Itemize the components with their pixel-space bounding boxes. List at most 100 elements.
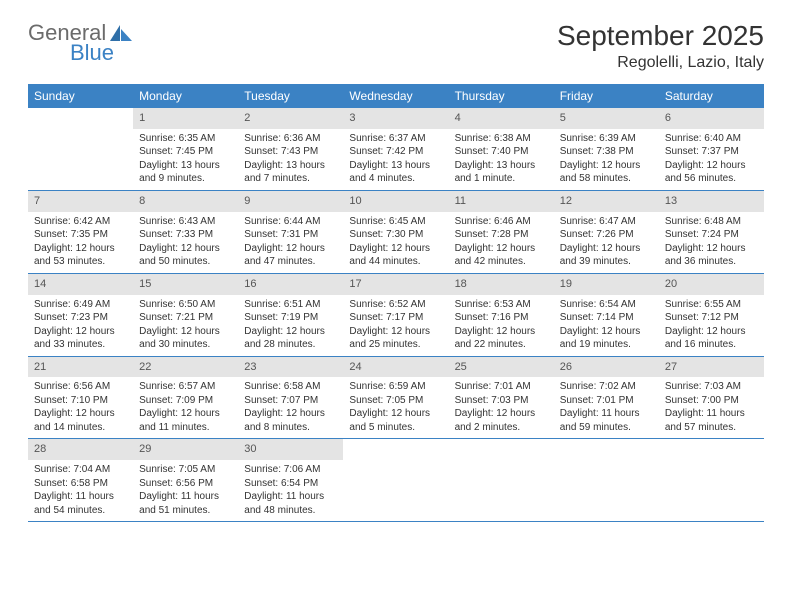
day-cell: 28Sunrise: 7:04 AMSunset: 6:58 PMDayligh… <box>28 439 133 522</box>
day-number: 4 <box>449 108 554 129</box>
daylight: Daylight: 12 hours and 19 minutes. <box>560 325 653 352</box>
day-body: Sunrise: 7:04 AMSunset: 6:58 PMDaylight:… <box>28 460 133 521</box>
col-wednesday: Wednesday <box>343 84 448 108</box>
sunset: Sunset: 7:19 PM <box>244 311 337 325</box>
day-number: 6 <box>659 108 764 129</box>
day-cell: 27 Sunrise: 7:03 AMSunset: 7:00 PMDayligh… <box>659 356 764 439</box>
day-body: Sunrise: 6:55 AMSunset: 7:12 PMDaylight:… <box>659 295 764 356</box>
day-body: Sunrise: 6:47 AMSunset: 7:26 PMDaylight:… <box>554 212 659 273</box>
day-cell: 18Sunrise: 6:53 AMSunset: 7:16 PMDayligh… <box>449 273 554 356</box>
sunrise: Sunrise: 7:01 AM <box>455 380 548 394</box>
sunset: Sunset: 7:00 PM <box>665 394 758 408</box>
day-number: 30 <box>238 439 343 460</box>
sunset: Sunset: 7:21 PM <box>139 311 232 325</box>
daylight: Daylight: 12 hours and 25 minutes. <box>349 325 442 352</box>
day-number: 13 <box>659 191 764 212</box>
day-body: Sunrise: 6:39 AMSunset: 7:38 PMDaylight:… <box>554 129 659 190</box>
sunset: Sunset: 7:45 PM <box>139 145 232 159</box>
day-body: Sunrise: 6:57 AMSunset: 7:09 PMDaylight:… <box>133 377 238 438</box>
table-row: 14Sunrise: 6:49 AMSunset: 7:23 PMDayligh… <box>28 273 764 356</box>
day-body: Sunrise: 6:54 AMSunset: 7:14 PMDaylight:… <box>554 295 659 356</box>
sunset: Sunset: 7:14 PM <box>560 311 653 325</box>
daylight: Daylight: 11 hours and 51 minutes. <box>139 490 232 517</box>
day-number: 24 <box>343 357 448 378</box>
daylight: Daylight: 11 hours and 59 minutes. <box>560 407 653 434</box>
day-cell <box>343 439 448 522</box>
day-number: 20 <box>659 274 764 295</box>
day-cell: 30Sunrise: 7:06 AMSunset: 6:54 PMDayligh… <box>238 439 343 522</box>
day-body: Sunrise: 7:05 AMSunset: 6:56 PMDaylight:… <box>133 460 238 521</box>
sunset: Sunset: 7:40 PM <box>455 145 548 159</box>
day-body: Sunrise: 6:59 AMSunset: 7:05 PMDaylight:… <box>343 377 448 438</box>
day-body: Sunrise: 6:37 AMSunset: 7:42 PMDaylight:… <box>343 129 448 190</box>
sunrise: Sunrise: 7:05 AM <box>139 463 232 477</box>
col-monday: Monday <box>133 84 238 108</box>
sunset: Sunset: 7:31 PM <box>244 228 337 242</box>
sunrise: Sunrise: 7:06 AM <box>244 463 337 477</box>
day-cell: 2Sunrise: 6:36 AMSunset: 7:43 PMDaylight… <box>238 108 343 190</box>
daylight: Daylight: 13 hours and 4 minutes. <box>349 159 442 186</box>
daylight: Daylight: 12 hours and 30 minutes. <box>139 325 232 352</box>
day-number: 25 <box>449 357 554 378</box>
sunrise: Sunrise: 7:03 AM <box>665 380 758 394</box>
sunset: Sunset: 7:38 PM <box>560 145 653 159</box>
logo: General Blue <box>28 20 132 66</box>
sunrise: Sunrise: 6:59 AM <box>349 380 442 394</box>
day-number: 9 <box>238 191 343 212</box>
sunset: Sunset: 7:09 PM <box>139 394 232 408</box>
col-saturday: Saturday <box>659 84 764 108</box>
day-cell: 5Sunrise: 6:39 AMSunset: 7:38 PMDaylight… <box>554 108 659 190</box>
day-number: 15 <box>133 274 238 295</box>
header-row: Sunday Monday Tuesday Wednesday Thursday… <box>28 84 764 108</box>
sunset: Sunset: 7:23 PM <box>34 311 127 325</box>
day-body: Sunrise: 6:51 AMSunset: 7:19 PMDaylight:… <box>238 295 343 356</box>
day-cell: 22Sunrise: 6:57 AMSunset: 7:09 PMDayligh… <box>133 356 238 439</box>
daylight: Daylight: 12 hours and 44 minutes. <box>349 242 442 269</box>
sunset: Sunset: 7:26 PM <box>560 228 653 242</box>
day-number: 12 <box>554 191 659 212</box>
daylight: Daylight: 12 hours and 8 minutes. <box>244 407 337 434</box>
day-body: Sunrise: 6:42 AMSunset: 7:35 PMDaylight:… <box>28 212 133 273</box>
sunset: Sunset: 7:33 PM <box>139 228 232 242</box>
table-row: 1Sunrise: 6:35 AMSunset: 7:45 PMDaylight… <box>28 108 764 190</box>
day-cell: 25Sunrise: 7:01 AMSunset: 7:03 PMDayligh… <box>449 356 554 439</box>
day-number: 5 <box>554 108 659 129</box>
sunrise: Sunrise: 6:52 AM <box>349 298 442 312</box>
day-body: Sunrise: 6:49 AMSunset: 7:23 PMDaylight:… <box>28 295 133 356</box>
sunset: Sunset: 6:58 PM <box>34 477 127 491</box>
day-cell: 14Sunrise: 6:49 AMSunset: 7:23 PMDayligh… <box>28 273 133 356</box>
location-label: Regolelli, Lazio, Italy <box>557 54 764 72</box>
day-body: Sunrise: 6:43 AMSunset: 7:33 PMDaylight:… <box>133 212 238 273</box>
sunrise: Sunrise: 6:49 AM <box>34 298 127 312</box>
day-number: 17 <box>343 274 448 295</box>
day-cell: 17Sunrise: 6:52 AMSunset: 7:17 PMDayligh… <box>343 273 448 356</box>
day-cell: 9Sunrise: 6:44 AMSunset: 7:31 PMDaylight… <box>238 190 343 273</box>
table-row: 21Sunrise: 6:56 AMSunset: 7:10 PMDayligh… <box>28 356 764 439</box>
day-number: 27 <box>659 357 764 378</box>
day-body: Sunrise: 6:45 AMSunset: 7:30 PMDaylight:… <box>343 212 448 273</box>
day-cell: 24Sunrise: 6:59 AMSunset: 7:05 PMDayligh… <box>343 356 448 439</box>
col-friday: Friday <box>554 84 659 108</box>
daylight: Daylight: 12 hours and 14 minutes. <box>34 407 127 434</box>
day-number: 29 <box>133 439 238 460</box>
day-number: 26 <box>554 357 659 378</box>
day-cell: 23Sunrise: 6:58 AMSunset: 7:07 PMDayligh… <box>238 356 343 439</box>
col-thursday: Thursday <box>449 84 554 108</box>
day-cell: 20Sunrise: 6:55 AMSunset: 7:12 PMDayligh… <box>659 273 764 356</box>
day-cell: 8Sunrise: 6:43 AMSunset: 7:33 PMDaylight… <box>133 190 238 273</box>
daylight: Daylight: 11 hours and 54 minutes. <box>34 490 127 517</box>
daylight: Daylight: 12 hours and 47 minutes. <box>244 242 337 269</box>
day-number: 8 <box>133 191 238 212</box>
day-cell: 26Sunrise: 7:02 AMSunset: 7:01 PMDayligh… <box>554 356 659 439</box>
daylight: Daylight: 12 hours and 42 minutes. <box>455 242 548 269</box>
daylight: Daylight: 12 hours and 56 minutes. <box>665 159 758 186</box>
day-number: 7 <box>28 191 133 212</box>
daylight: Daylight: 11 hours and 57 minutes. <box>665 407 758 434</box>
title-block: September 2025 Regolelli, Lazio, Italy <box>557 20 764 72</box>
day-cell: 29Sunrise: 7:05 AMSunset: 6:56 PMDayligh… <box>133 439 238 522</box>
sunrise: Sunrise: 6:57 AM <box>139 380 232 394</box>
day-number: 23 <box>238 357 343 378</box>
sunrise: Sunrise: 6:48 AM <box>665 215 758 229</box>
sunrise: Sunrise: 6:50 AM <box>139 298 232 312</box>
daylight: Daylight: 12 hours and 33 minutes. <box>34 325 127 352</box>
